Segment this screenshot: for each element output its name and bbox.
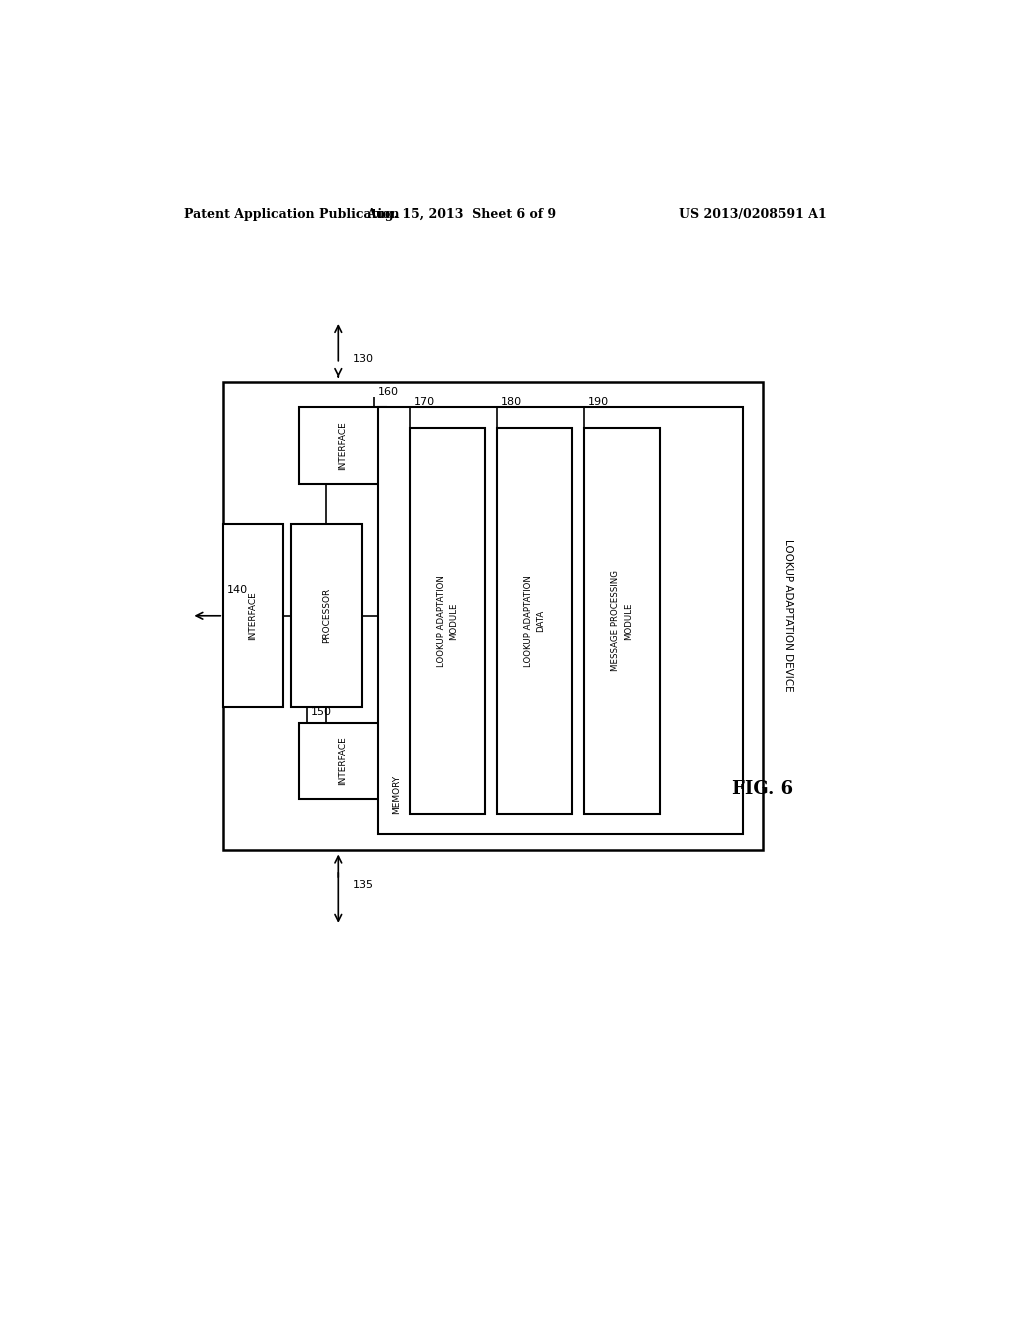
Text: US 2013/0208591 A1: US 2013/0208591 A1: [679, 207, 826, 220]
Text: INTERFACE: INTERFACE: [338, 421, 347, 470]
Text: INTERFACE: INTERFACE: [338, 737, 347, 785]
Text: MESSAGE PROCESSING
MODULE: MESSAGE PROCESSING MODULE: [611, 570, 633, 672]
Text: PROCESSOR: PROCESSOR: [322, 589, 331, 643]
Bar: [585, 428, 659, 814]
Bar: [291, 524, 362, 708]
Bar: [299, 722, 386, 799]
Bar: [410, 428, 485, 814]
Text: LOOKUP ADAPTATION
MODULE: LOOKUP ADAPTATION MODULE: [436, 576, 458, 667]
Bar: [223, 524, 283, 708]
Text: 170: 170: [414, 397, 435, 408]
Text: FIG. 6: FIG. 6: [732, 780, 794, 797]
Bar: [223, 381, 763, 850]
Text: MEMORY: MEMORY: [392, 775, 401, 814]
Text: INTERFACE: INTERFACE: [249, 591, 257, 640]
Text: 190: 190: [588, 397, 609, 408]
Text: 180: 180: [501, 397, 522, 408]
Bar: [299, 408, 386, 483]
Text: LOOKUP ADAPTATION
DATA: LOOKUP ADAPTATION DATA: [524, 576, 546, 667]
Text: LOOKUP ADAPTATION DEVICE: LOOKUP ADAPTATION DEVICE: [783, 540, 794, 692]
Text: 150: 150: [310, 708, 332, 717]
Text: Patent Application Publication: Patent Application Publication: [183, 207, 399, 220]
Bar: [378, 408, 743, 834]
Text: 130: 130: [352, 354, 374, 363]
Text: Aug. 15, 2013  Sheet 6 of 9: Aug. 15, 2013 Sheet 6 of 9: [367, 207, 556, 220]
Text: 160: 160: [378, 387, 399, 397]
Text: 135: 135: [352, 880, 374, 890]
Text: 140: 140: [227, 585, 249, 595]
Bar: [497, 428, 572, 814]
